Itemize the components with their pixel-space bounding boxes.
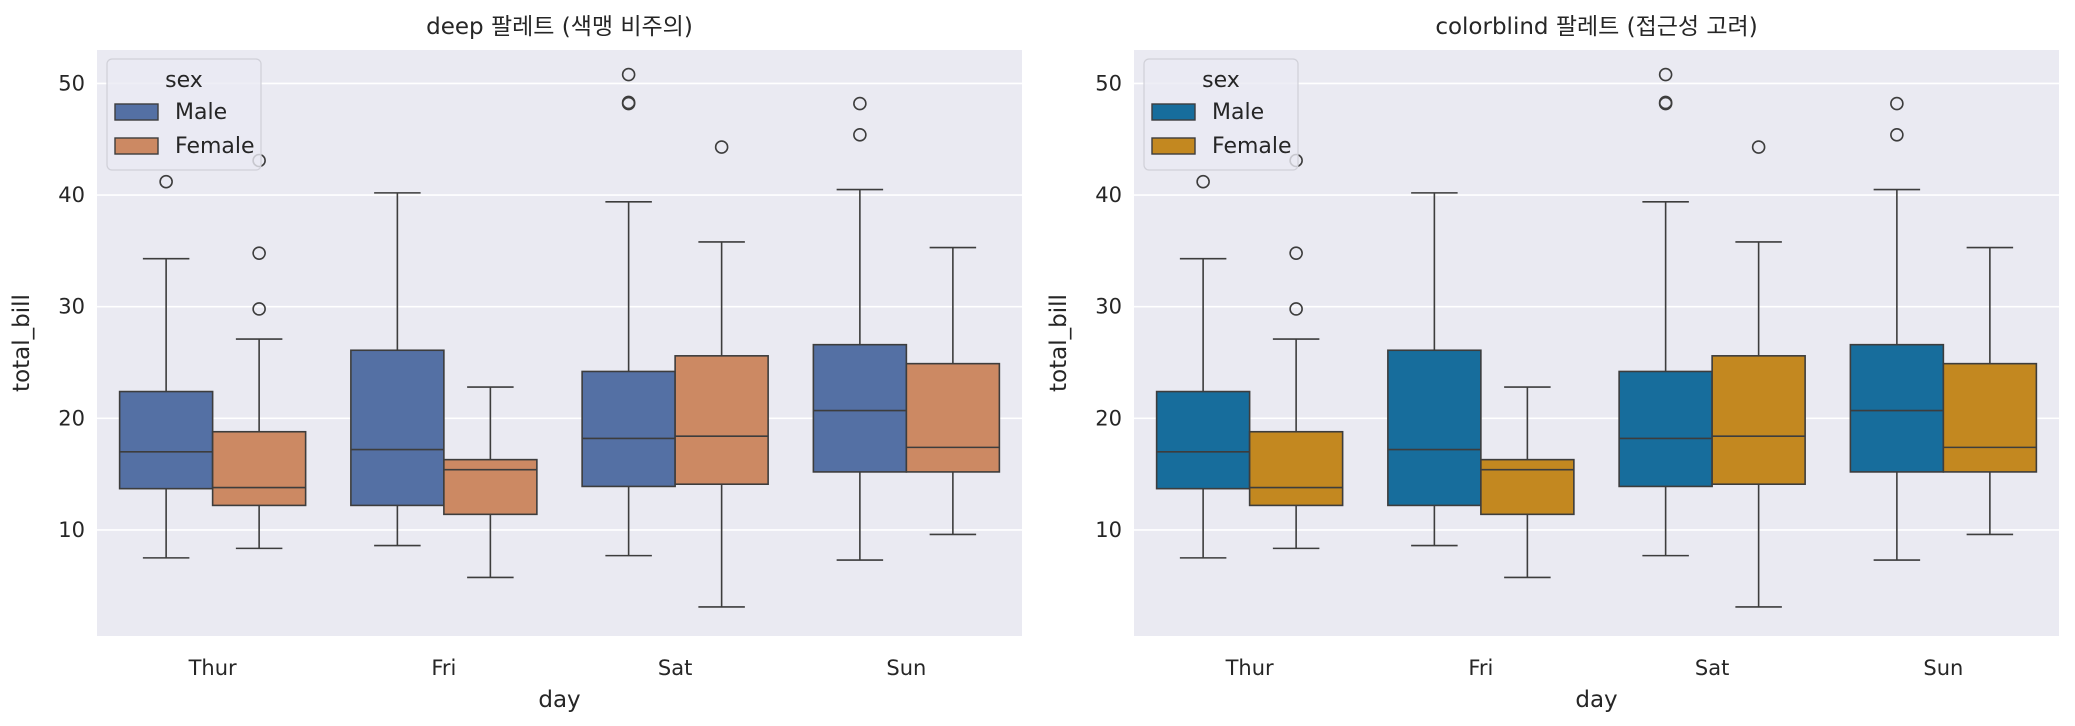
chart-panel-2: 10 20 30 40 50 Thur Fri Sat Sun colorblind 팔레트 (접… xyxy=(1046,14,2059,713)
legend-swatch-male xyxy=(1151,103,1196,121)
x-tick-label-sat: Sat xyxy=(658,656,692,680)
outlier-point xyxy=(1289,302,1303,316)
y-tick-label: 10 xyxy=(1095,518,1122,542)
box-male-fri xyxy=(350,192,445,547)
legend-swatch-female xyxy=(1151,137,1196,155)
box-iqr xyxy=(443,458,538,516)
box-iqr xyxy=(581,370,676,488)
chart-title: colorblind 팔레트 (접근성 고려) xyxy=(1435,14,1757,40)
box-male-sun xyxy=(812,96,908,561)
y-tick-label: 30 xyxy=(1095,295,1122,319)
outlier-point xyxy=(1196,174,1210,189)
box-female-thur xyxy=(1248,153,1344,550)
x-tick-label-thur: Thur xyxy=(1225,656,1274,680)
outlier-point xyxy=(1890,128,1904,142)
x-tick-label-sun: Sun xyxy=(886,656,926,680)
legend-title: sex xyxy=(1202,68,1240,93)
x-tick-label-fri: Fri xyxy=(1468,656,1493,680)
outlier-point xyxy=(252,246,266,260)
y-tick-label: 50 xyxy=(58,71,85,95)
y-tick-label: 20 xyxy=(58,406,85,430)
box-male-thur xyxy=(1155,174,1251,559)
outlier-point xyxy=(1658,96,1673,111)
box-female-sun xyxy=(905,246,1001,536)
x-tick-label-thur: Thur xyxy=(188,656,237,680)
y-tick-label: 10 xyxy=(58,518,85,542)
legend-swatch-female xyxy=(114,137,159,155)
y-tick-label: 50 xyxy=(1095,71,1122,95)
outlier-point xyxy=(1751,140,1766,154)
outlier-point xyxy=(1890,96,1904,111)
box-female-fri xyxy=(443,386,538,579)
box-male-fri xyxy=(1387,192,1482,547)
y-tick-label: 40 xyxy=(58,183,85,207)
outlier-point xyxy=(1658,67,1673,82)
outlier-point xyxy=(1289,246,1303,260)
x-axis-label: day xyxy=(538,687,580,713)
legend-label-male: Male xyxy=(175,100,227,125)
y-axis-label: total_bill xyxy=(9,294,35,392)
box-iqr xyxy=(674,355,769,485)
x-tick-label-fri: Fri xyxy=(431,656,456,680)
x-axis-label: day xyxy=(1575,687,1617,713)
outlier-point xyxy=(621,96,636,111)
outlier-point xyxy=(714,140,729,154)
box-iqr xyxy=(1711,355,1806,485)
box-female-thur xyxy=(211,153,307,550)
box-iqr xyxy=(812,343,908,473)
legend-title: sex xyxy=(165,68,203,93)
box-iqr xyxy=(1480,458,1575,516)
x-tick-label-sat: Sat xyxy=(1695,656,1729,680)
box-iqr xyxy=(1942,362,2038,473)
box-iqr xyxy=(211,430,307,507)
outlier-point xyxy=(252,302,266,316)
box-female-sun xyxy=(1942,246,2038,536)
outlier-point xyxy=(853,96,867,111)
box-iqr xyxy=(905,362,1001,473)
box-iqr xyxy=(350,349,445,507)
box-iqr xyxy=(118,390,214,490)
box-male-sat xyxy=(1618,67,1713,557)
y-tick-label: 20 xyxy=(1095,406,1122,430)
outlier-point xyxy=(159,174,173,189)
box-female-fri xyxy=(1480,386,1575,579)
box-female-sat xyxy=(674,140,769,608)
box-iqr xyxy=(1849,343,1945,473)
box-iqr xyxy=(1618,370,1713,488)
outlier-point xyxy=(621,67,636,82)
chart-panel-1: 10 20 30 40 50 Thur Fri Sat Sun deep 팔레트 (색맹 비주의)… xyxy=(9,14,1022,713)
box-female-sat xyxy=(1711,140,1806,608)
legend-label-male: Male xyxy=(1212,100,1264,125)
y-tick-label: 40 xyxy=(1095,183,1122,207)
outlier-point xyxy=(853,128,867,142)
box-iqr xyxy=(1248,430,1344,507)
legend-swatch-male xyxy=(114,103,159,121)
box-iqr xyxy=(1387,349,1482,507)
legend: sex Male Female xyxy=(1143,58,1299,171)
box-male-thur xyxy=(118,174,214,559)
x-tick-label-sun: Sun xyxy=(1923,656,1963,680)
y-tick-label: 30 xyxy=(58,295,85,319)
chart-title: deep 팔레트 (색맹 비주의) xyxy=(426,14,693,40)
legend: sex Male Female xyxy=(106,58,262,171)
box-iqr xyxy=(1155,390,1251,490)
box-male-sat xyxy=(581,67,676,557)
legend-label-female: Female xyxy=(1212,134,1292,159)
y-axis-label: total_bill xyxy=(1046,294,1072,392)
legend-label-female: Female xyxy=(175,134,255,159)
